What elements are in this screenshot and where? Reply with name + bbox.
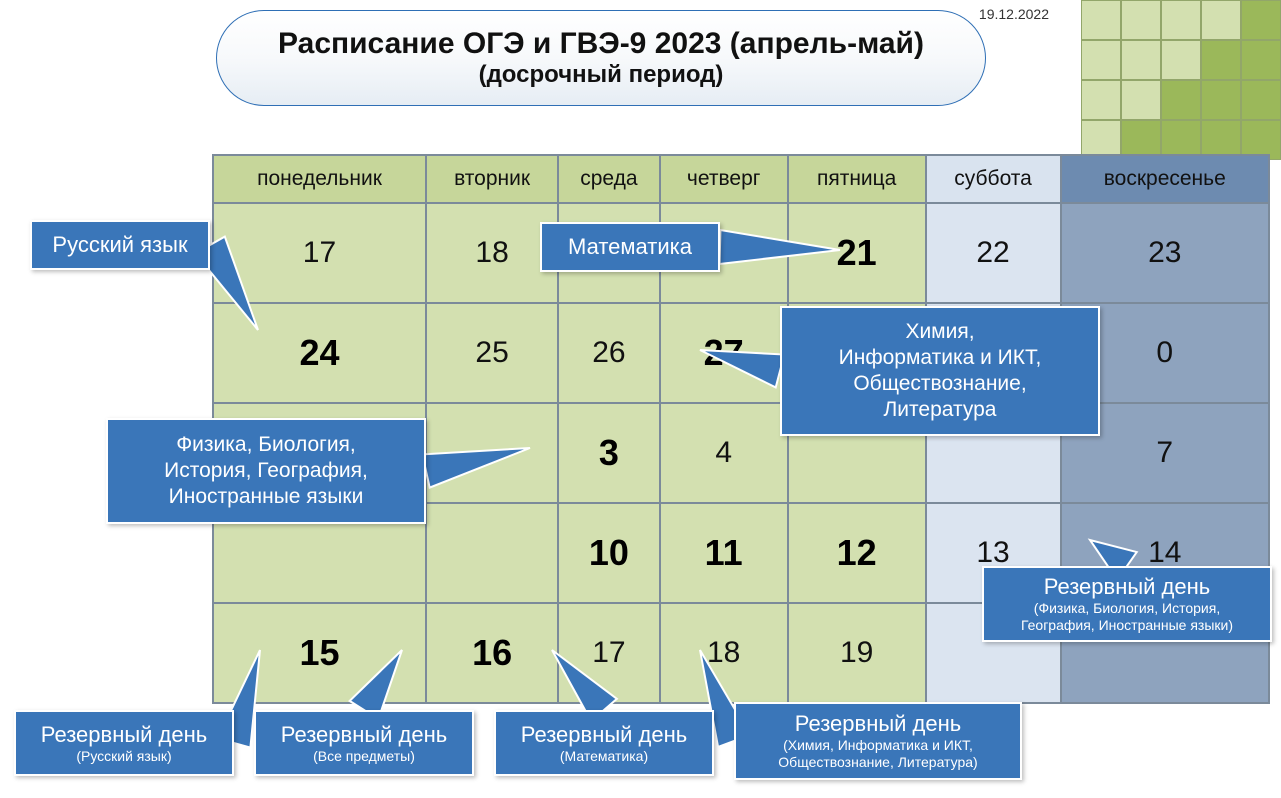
title-subtitle: (досрочный период) [479, 61, 724, 89]
deco-cell [1241, 40, 1281, 80]
calendar-cell: 19 [788, 603, 926, 703]
deco-cell [1201, 40, 1241, 80]
calendar-cell: 23 [1061, 203, 1269, 303]
callout-line: Резервный день [41, 722, 208, 748]
calendar-cell: 17 [213, 203, 426, 303]
deco-cell [1081, 40, 1121, 80]
day-header: воскресенье [1061, 155, 1269, 203]
callout-subline: (Физика, Биология, История, [1034, 600, 1220, 617]
calendar-cell: 17 [558, 603, 659, 703]
deco-cell [1081, 0, 1121, 40]
callout-line: Иностранные языки [169, 484, 364, 510]
deco-cell [1121, 80, 1161, 120]
deco-cell [1241, 80, 1281, 120]
callout-subline: (Русский язык) [76, 748, 171, 765]
callout-subline: Обществознание, Литература) [778, 754, 977, 771]
calendar-cell: 15 [213, 603, 426, 703]
day-header: пятница [788, 155, 926, 203]
calendar-cell: 21 [788, 203, 926, 303]
callout-chem: Химия,Информатика и ИКТ,Обществознание,Л… [780, 306, 1100, 436]
deco-cell [1121, 40, 1161, 80]
calendar-cell: 22 [926, 203, 1061, 303]
day-header: среда [558, 155, 659, 203]
deco-cell [1161, 0, 1201, 40]
callout-line: Обществознание, [853, 371, 1026, 397]
calendar-cell: 25 [426, 303, 558, 403]
title-main: Расписание ОГЭ и ГВЭ-9 2023 (апрель-май) [278, 27, 924, 61]
callout-line: Информатика и ИКТ, [839, 345, 1042, 371]
calendar-cell: 16 [426, 603, 558, 703]
callout-res_sat: Резервный день(Физика, Биология, История… [982, 566, 1272, 642]
callout-line: Резервный день [1044, 574, 1211, 600]
calendar-cell: 3 [558, 403, 659, 503]
calendar-cell: 11 [660, 503, 788, 603]
deco-cell [1241, 0, 1281, 40]
deco-cell [1081, 80, 1121, 120]
callout-line: История, География, [164, 458, 368, 484]
callout-line: Литература [884, 397, 997, 423]
calendar-cell: 18 [660, 603, 788, 703]
callout-subline: (Математика) [560, 748, 648, 765]
callout-line: Резервный день [795, 711, 962, 737]
callout-line: Математика [568, 234, 692, 260]
callout-res_chem: Резервный день(Химия, Информатика и ИКТ,… [734, 702, 1022, 780]
callout-subline: (Химия, Информатика и ИКТ, [783, 737, 973, 754]
calendar-cell: 12 [788, 503, 926, 603]
calendar-cell: 26 [558, 303, 659, 403]
title-pill: Расписание ОГЭ и ГВЭ-9 2023 (апрель-май)… [216, 10, 986, 106]
date-stamp: 19.12.2022 [979, 6, 1049, 22]
decorative-grid [1081, 0, 1281, 160]
calendar-cell: 18 [426, 203, 558, 303]
callout-res16: Резервный день(Все предметы) [254, 710, 474, 776]
calendar-cell: 24 [213, 303, 426, 403]
callout-res17: Резервный день(Математика) [494, 710, 714, 776]
day-header: вторник [426, 155, 558, 203]
callout-line: Резервный день [281, 722, 448, 748]
calendar-cell [426, 403, 558, 503]
calendar-cell: 10 [558, 503, 659, 603]
deco-cell [1121, 0, 1161, 40]
calendar-cell: 27 [660, 303, 788, 403]
callout-rus: Русский язык [30, 220, 210, 270]
callout-line: Физика, Биология, [176, 432, 356, 458]
callout-phys: Физика, Биология,История, География,Инос… [106, 418, 426, 524]
calendar-cell [426, 503, 558, 603]
deco-cell [1201, 0, 1241, 40]
callout-line: Русский язык [52, 232, 187, 258]
callout-subline: (Все предметы) [313, 748, 415, 765]
callout-subline: География, Иностранные языки) [1021, 617, 1233, 634]
callout-math: Математика [540, 222, 720, 272]
day-header: четверг [660, 155, 788, 203]
calendar-cell: 4 [660, 403, 788, 503]
deco-cell [1161, 80, 1201, 120]
callout-res15: Резервный день(Русский язык) [14, 710, 234, 776]
callout-line: Химия, [905, 319, 974, 345]
day-header: суббота [926, 155, 1061, 203]
deco-cell [1161, 40, 1201, 80]
deco-cell [1201, 80, 1241, 120]
callout-line: Резервный день [521, 722, 688, 748]
day-header: понедельник [213, 155, 426, 203]
